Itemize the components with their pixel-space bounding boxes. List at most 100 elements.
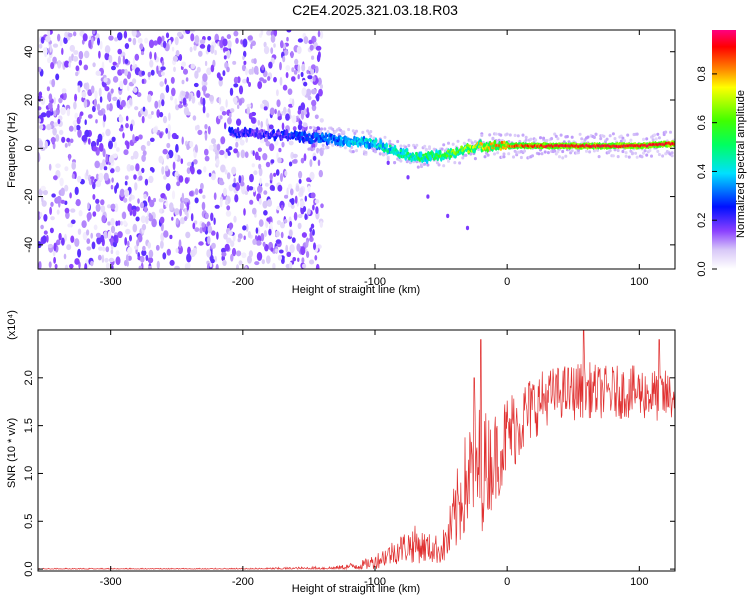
noise-cell	[235, 141, 239, 148]
noise-cell	[59, 39, 63, 47]
noise-cell	[283, 106, 287, 115]
noise-cell	[126, 164, 132, 172]
noise-cell	[306, 107, 309, 114]
halo-cell	[624, 154, 628, 158]
noise-cell	[105, 246, 110, 253]
noise-cell	[285, 113, 290, 121]
halo-cell	[343, 146, 347, 150]
noise-cell	[92, 105, 96, 113]
noise-cell	[54, 263, 58, 269]
noise-cell	[263, 190, 268, 195]
noise-cell	[160, 240, 164, 249]
noise-cell	[120, 220, 123, 226]
noise-cell	[225, 210, 232, 217]
noise-cell	[158, 198, 164, 203]
spectrogram-x-ticks: -300 -200 -100 0 100	[100, 30, 648, 288]
noise-cell	[90, 232, 93, 239]
noise-cell	[119, 80, 124, 90]
halo-cell	[553, 149, 557, 153]
noise-cell	[207, 44, 211, 53]
signal-cell	[406, 151, 410, 155]
noise-cell	[110, 184, 114, 190]
noise-cell	[216, 231, 219, 240]
noise-cell	[94, 90, 98, 99]
y-tick-label: 40	[23, 46, 35, 58]
noise-cell	[298, 178, 302, 184]
noise-cell	[63, 36, 68, 45]
noise-cell	[69, 138, 74, 144]
noise-cell	[192, 115, 197, 121]
noise-cell	[269, 172, 273, 181]
noise-cell	[118, 127, 124, 132]
noise-cell	[64, 264, 69, 269]
halo-cell	[386, 157, 390, 161]
noise-cell	[117, 231, 123, 239]
noise-cell	[304, 213, 308, 220]
signal-cell	[278, 131, 281, 135]
noise-cell	[98, 172, 104, 182]
noise-cell	[213, 217, 216, 225]
halo-cell	[316, 148, 320, 152]
noise-cell	[161, 60, 165, 67]
noise-cell	[90, 85, 95, 94]
noise-cell	[174, 98, 178, 106]
noise-cell	[206, 112, 210, 118]
noise-cell	[174, 36, 179, 46]
noise-cell	[115, 250, 120, 256]
halo-cell	[604, 140, 607, 144]
noise-cell	[131, 30, 137, 37]
noise-cell	[162, 252, 167, 260]
halo-cell	[642, 137, 645, 141]
noise-cell	[314, 114, 319, 120]
noise-cell	[214, 255, 217, 262]
signal-cell	[503, 140, 506, 145]
halo-cell	[542, 136, 546, 140]
noise-cell	[111, 136, 116, 142]
noise-cell	[108, 140, 113, 150]
noise-cell	[95, 203, 101, 212]
noise-cell	[38, 261, 42, 269]
noise-cell	[240, 174, 245, 183]
y-tick-label: 1.5	[23, 418, 35, 433]
halo-cell	[537, 152, 541, 156]
noise-cell	[280, 173, 283, 182]
halo-cell	[594, 132, 598, 136]
halo-cell	[523, 149, 527, 153]
noise-cell	[68, 61, 72, 68]
noise-cell	[141, 115, 145, 124]
noise-cell	[248, 112, 253, 120]
noise-cell	[245, 223, 249, 232]
noise-cell	[204, 155, 210, 162]
noise-cell	[169, 259, 175, 266]
noise-cell	[141, 167, 145, 173]
halo-cell	[651, 138, 655, 142]
noise-cell	[95, 232, 101, 238]
noise-cell	[173, 66, 176, 73]
halo-cell	[426, 163, 430, 167]
noise-cell	[166, 154, 170, 160]
noise-cell	[140, 144, 146, 152]
halo-cell	[543, 150, 547, 154]
noise-cell	[186, 253, 192, 263]
noise-cell	[239, 139, 245, 146]
noise-cell	[270, 47, 274, 54]
noise-cell	[165, 127, 169, 134]
noise-cell	[143, 193, 147, 200]
noise-cell	[243, 60, 247, 65]
noise-cell	[307, 185, 311, 193]
noise-cell	[227, 151, 231, 156]
noise-cell	[292, 126, 297, 132]
halo-cell	[524, 138, 528, 142]
noise-cell	[286, 251, 292, 257]
noise-cell	[261, 64, 265, 71]
noise-cell	[160, 66, 166, 71]
noise-cell	[233, 215, 237, 223]
noise-cell	[84, 50, 90, 59]
noise-cell	[221, 247, 226, 254]
noise-cell	[307, 75, 313, 80]
noise-cell	[134, 106, 139, 111]
noise-cell	[45, 35, 51, 43]
y-tick-label: 2.0	[23, 370, 35, 385]
noise-cell	[310, 192, 316, 199]
noise-cell	[189, 30, 196, 33]
